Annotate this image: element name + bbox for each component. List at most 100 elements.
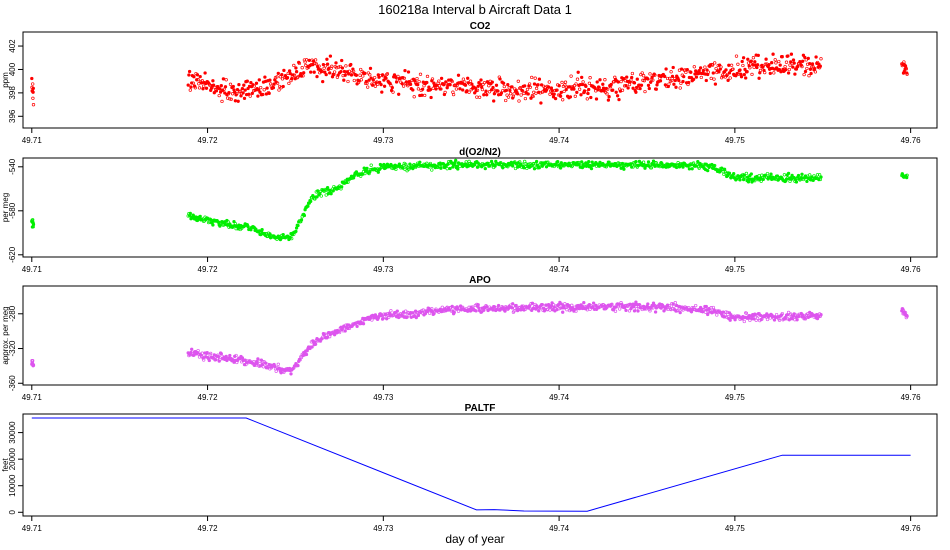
data-point xyxy=(211,83,216,87)
data-point xyxy=(425,80,429,85)
plot-frame xyxy=(22,157,938,258)
data-point xyxy=(31,222,36,227)
data-point xyxy=(445,86,449,90)
data-point xyxy=(421,308,425,312)
data-point xyxy=(713,163,717,168)
data-point xyxy=(736,62,740,66)
data-point xyxy=(325,57,329,61)
data-point xyxy=(31,86,35,91)
data-point xyxy=(218,90,223,94)
data-point xyxy=(256,94,260,98)
figure-title: 160218a Interval b Aircraft Data 1 xyxy=(378,2,572,17)
data-point xyxy=(763,62,768,66)
data-point xyxy=(496,303,501,308)
y-tick-label: 398 xyxy=(8,86,17,100)
data-point xyxy=(290,236,294,241)
data-point xyxy=(905,72,909,76)
data-point xyxy=(209,217,213,222)
data-point xyxy=(526,92,530,96)
data-point xyxy=(385,317,389,321)
data-point xyxy=(242,83,246,87)
data-point xyxy=(706,168,710,173)
data-point xyxy=(192,75,196,79)
data-point xyxy=(630,75,634,80)
data-point xyxy=(655,83,659,87)
data-point xyxy=(634,90,638,94)
data-point xyxy=(796,173,801,178)
data-point xyxy=(234,353,238,358)
data-point xyxy=(381,74,385,78)
data-point xyxy=(805,179,809,184)
data-point xyxy=(742,319,746,324)
data-point xyxy=(368,66,373,71)
data-point xyxy=(373,75,377,80)
data-point xyxy=(411,166,415,171)
data-point xyxy=(442,83,446,87)
series-line xyxy=(31,417,911,512)
data-point xyxy=(461,88,465,92)
data-point xyxy=(518,86,523,90)
data-point xyxy=(706,312,710,317)
data-point xyxy=(787,318,791,322)
data-point xyxy=(390,85,394,90)
data-point xyxy=(190,347,194,351)
data-point xyxy=(569,74,573,78)
data-point xyxy=(349,62,353,67)
data-point xyxy=(601,82,605,86)
panel-title: d(O2/N2) xyxy=(459,147,501,158)
data-point xyxy=(314,62,318,66)
data-point xyxy=(376,170,380,174)
data-point xyxy=(709,76,713,81)
data-point xyxy=(224,354,228,359)
data-point xyxy=(536,83,540,87)
data-point xyxy=(233,222,238,226)
data-point xyxy=(548,92,552,96)
data-point xyxy=(352,78,356,83)
data-point xyxy=(679,81,683,86)
data-point xyxy=(299,218,304,222)
data-point xyxy=(277,88,281,92)
data-point xyxy=(501,81,506,85)
data-point xyxy=(793,72,797,76)
data-point xyxy=(764,57,768,61)
data-point xyxy=(771,52,775,56)
data-point xyxy=(792,61,796,65)
data-point xyxy=(628,302,632,306)
data-point xyxy=(627,82,632,87)
data-point xyxy=(404,162,408,166)
data-point xyxy=(203,71,207,75)
data-point xyxy=(188,211,192,216)
y-tick-label: 0 xyxy=(8,510,17,515)
data-point xyxy=(297,61,302,66)
data-point xyxy=(589,166,594,171)
data-point xyxy=(587,159,591,164)
data-point xyxy=(576,70,580,74)
data-point xyxy=(701,68,706,73)
data-point xyxy=(588,76,592,80)
data-point xyxy=(624,83,628,88)
data-point xyxy=(272,82,276,86)
data-point xyxy=(506,165,510,169)
data-point xyxy=(551,95,556,99)
data-point xyxy=(494,83,499,87)
data-point xyxy=(806,56,810,61)
data-point xyxy=(677,78,681,83)
data-point xyxy=(706,70,711,74)
data-point xyxy=(200,79,204,83)
y-axis-label: ppm xyxy=(1,72,10,88)
data-point xyxy=(574,82,578,86)
data-point xyxy=(682,74,686,79)
data-point xyxy=(196,78,200,82)
data-point xyxy=(715,313,719,317)
data-point xyxy=(775,174,780,178)
data-point xyxy=(443,90,447,95)
data-point xyxy=(326,192,330,196)
data-point xyxy=(547,80,551,84)
data-point xyxy=(310,345,314,349)
data-point xyxy=(324,72,328,77)
data-point xyxy=(727,171,732,175)
data-point xyxy=(791,65,795,69)
data-point xyxy=(550,88,554,93)
data-point xyxy=(463,83,468,87)
data-point xyxy=(575,90,579,95)
